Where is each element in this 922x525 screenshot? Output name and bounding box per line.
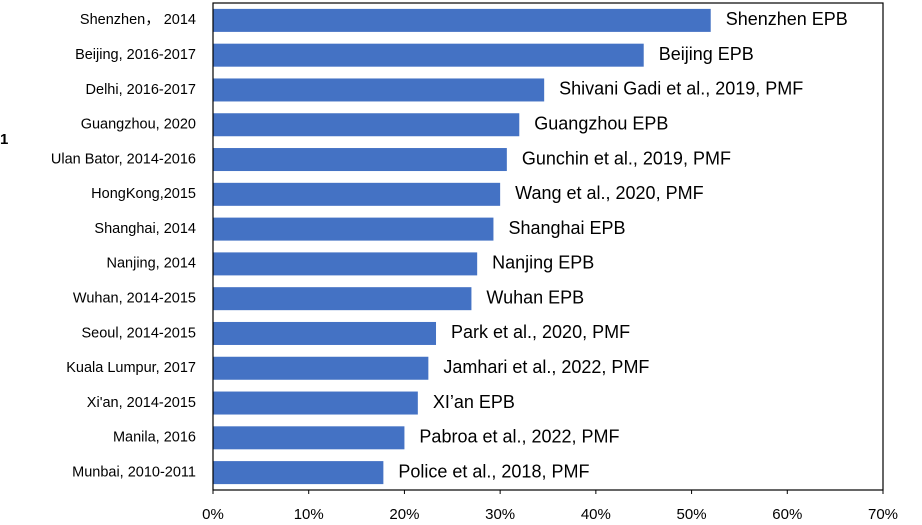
y-tick-label: HongKong,2015 [91, 186, 196, 202]
bar-annotation: Beijing EPB [659, 44, 754, 64]
bar [213, 182, 501, 206]
y-tick-label: Manila, 2016 [113, 430, 196, 446]
bar [213, 287, 472, 311]
y-tick-label: Shanghai, 2014 [94, 221, 196, 237]
y-tick-label: Nanjing, 2014 [107, 256, 197, 272]
bar-annotation: Jamhari et al., 2022, PMF [443, 357, 649, 377]
x-tick-label: 70% [868, 506, 898, 523]
y-tick-label: Xi'an, 2014-2015 [87, 395, 196, 411]
x-tick-label: 40% [581, 506, 611, 523]
bar [213, 391, 418, 415]
y-tick-label: Delhi, 2016-2017 [86, 82, 196, 98]
bar-annotation: Wuhan EPB [486, 287, 584, 307]
bar-annotation: Gunchin et al., 2019, PMF [522, 148, 731, 168]
bar [213, 43, 644, 67]
bar-annotation: Shanghai EPB [508, 218, 625, 238]
y-tick-label: Ulan Bator, 2014-2016 [51, 151, 196, 167]
y-tick-label: Shenzhen， 2014 [80, 12, 196, 28]
bar [213, 148, 507, 172]
bar-annotation: Police et al., 2018, PMF [398, 461, 589, 481]
x-tick-label: 0% [202, 506, 224, 523]
plot-frame [212, 2, 884, 491]
bar-annotation: Park et al., 2020, PMF [451, 322, 630, 342]
bar [213, 78, 545, 102]
bar [213, 356, 429, 380]
y-tick-label: Kuala Lumpur, 2017 [66, 360, 196, 376]
bar [213, 252, 478, 276]
x-tick-label: 30% [485, 506, 515, 523]
bar-annotation: Wang et al., 2020, PMF [515, 183, 703, 203]
bar [213, 321, 437, 345]
bar [213, 113, 520, 137]
bar-annotation: Guangzhou EPB [534, 114, 668, 134]
bar-annotation: Shivani Gadi et al., 2019, PMF [559, 79, 803, 99]
panel-label: 1 [0, 131, 8, 148]
bar [213, 217, 494, 241]
bar [213, 8, 711, 32]
y-tick-label: Wuhan, 2014-2015 [73, 291, 196, 307]
y-tick-label: Seoul, 2014-2015 [82, 325, 197, 341]
x-tick-label: 20% [389, 506, 419, 523]
y-tick-label: Beijing, 2016-2017 [75, 47, 196, 63]
x-tick-label: 50% [677, 506, 707, 523]
x-tick-label: 10% [294, 506, 324, 523]
bar-annotation: Shenzhen EPB [726, 9, 848, 29]
y-tick-label: Munbai, 2010-2011 [72, 464, 196, 480]
bar [213, 461, 384, 485]
bar-annotation: Nanjing EPB [492, 253, 594, 273]
bar [213, 426, 405, 450]
bar-annotation: Pabroa et al., 2022, PMF [419, 427, 619, 447]
y-tick-label: Guangzhou, 2020 [81, 117, 196, 133]
x-tick-label: 60% [772, 506, 802, 523]
bar-annotation: XI’an EPB [433, 392, 515, 412]
